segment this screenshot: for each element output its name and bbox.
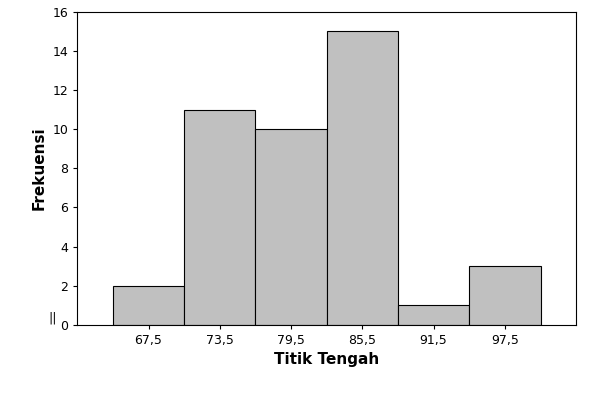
Bar — [184, 110, 255, 325]
Y-axis label: Frekuensi: Frekuensi — [31, 126, 47, 210]
Bar — [113, 286, 184, 325]
Text: ||: || — [48, 312, 56, 325]
Bar — [398, 305, 469, 325]
X-axis label: Titik Tengah: Titik Tengah — [274, 352, 380, 367]
Bar — [469, 266, 541, 325]
Bar — [255, 129, 327, 325]
Bar — [327, 31, 398, 325]
